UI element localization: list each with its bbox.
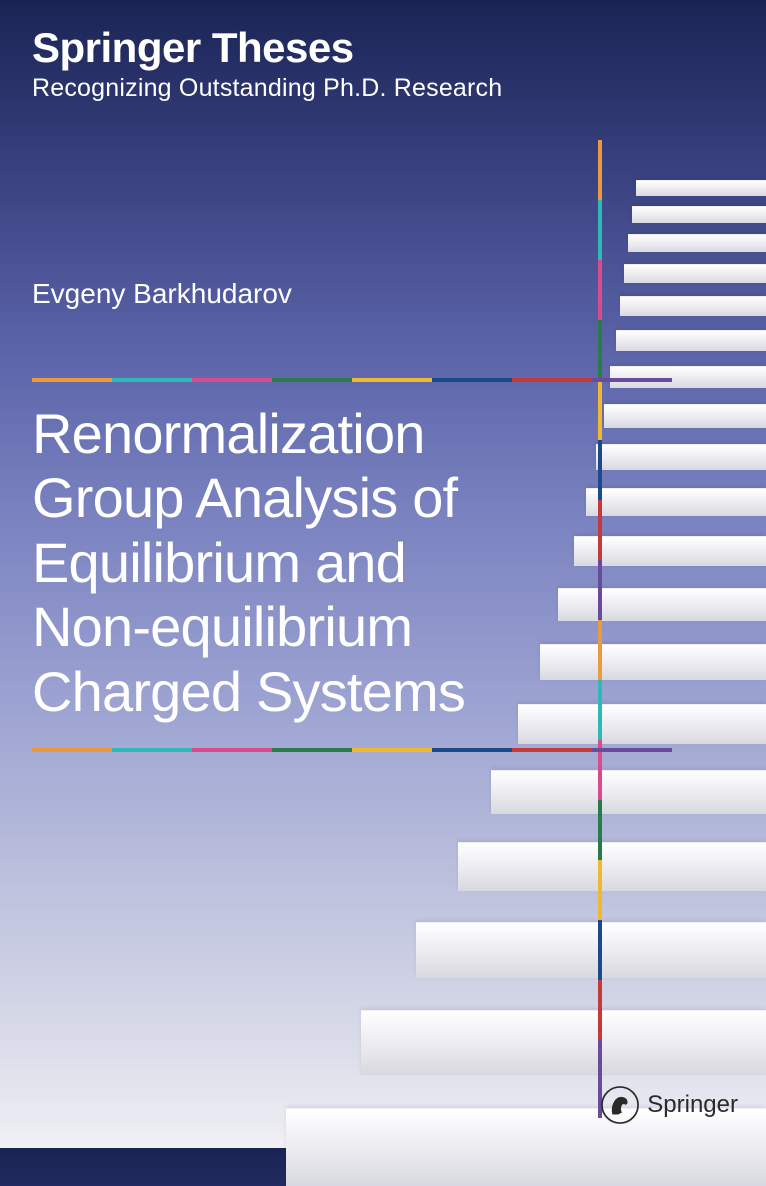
bar-segment [512, 748, 592, 752]
book-title: RenormalizationGroup Analysis ofEquilibr… [32, 402, 672, 724]
bar-segment [32, 378, 112, 382]
book-cover: Springer Theses Recognizing Outstanding … [0, 0, 766, 1148]
series-tagline: Recognizing Outstanding Ph.D. Research [32, 74, 502, 103]
stair-step [636, 180, 766, 196]
bar-segment [432, 748, 512, 752]
springer-horse-icon [601, 1086, 639, 1124]
stair-step [620, 296, 766, 316]
publisher-name: Springer [647, 1091, 738, 1119]
bar-segment [192, 378, 272, 382]
bar-segment [112, 748, 192, 752]
vbar-segment [598, 980, 602, 1040]
stair-step [616, 330, 766, 351]
bar-segment [32, 748, 112, 752]
stair-step [491, 770, 766, 814]
bar-segment [272, 748, 352, 752]
bar-segment [192, 748, 272, 752]
stair-step [416, 922, 766, 978]
series-name: Springer Theses [32, 24, 502, 72]
vbar-segment [598, 800, 602, 860]
bar-segment [592, 378, 672, 382]
title-block: RenormalizationGroup Analysis ofEquilibr… [32, 378, 672, 752]
vbar-segment [598, 260, 602, 320]
title-bar-bottom [32, 748, 672, 752]
series-header: Springer Theses Recognizing Outstanding … [32, 24, 502, 103]
stair-step [628, 234, 766, 252]
bar-segment [512, 378, 592, 382]
bar-segment [592, 748, 672, 752]
publisher-block: Springer [601, 1086, 738, 1124]
stair-step [624, 264, 766, 283]
vbar-segment [598, 320, 602, 380]
title-bar-top [32, 378, 672, 382]
stair-step [458, 842, 766, 891]
bar-segment [352, 748, 432, 752]
bar-segment [352, 378, 432, 382]
stair-step [361, 1010, 766, 1075]
bar-segment [272, 378, 352, 382]
vbar-segment [598, 860, 602, 920]
bar-segment [432, 378, 512, 382]
stair-step [632, 206, 766, 223]
bar-segment [112, 378, 192, 382]
vbar-segment [598, 920, 602, 980]
vbar-segment [598, 140, 602, 200]
vbar-segment [598, 200, 602, 260]
author-name: Evgeny Barkhudarov [32, 278, 292, 310]
